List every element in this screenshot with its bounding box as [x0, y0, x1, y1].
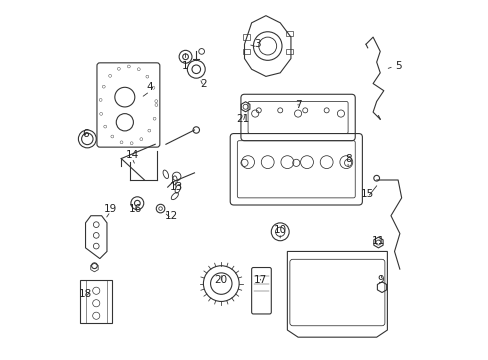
- Text: 11: 11: [371, 236, 384, 246]
- Circle shape: [137, 68, 140, 71]
- Circle shape: [152, 86, 155, 89]
- Text: 17: 17: [253, 275, 266, 285]
- Text: 15: 15: [360, 189, 374, 199]
- Circle shape: [108, 75, 111, 77]
- Text: 18: 18: [79, 289, 92, 299]
- Circle shape: [100, 112, 102, 115]
- Circle shape: [153, 117, 156, 120]
- Polygon shape: [244, 16, 290, 76]
- Text: 20: 20: [214, 275, 227, 285]
- Text: 13: 13: [170, 182, 183, 192]
- Bar: [242, 49, 249, 54]
- Bar: [242, 34, 249, 40]
- Circle shape: [120, 141, 122, 144]
- Text: 8: 8: [344, 154, 351, 163]
- Text: 1: 1: [182, 61, 188, 71]
- Text: 3: 3: [253, 39, 260, 49]
- Bar: [285, 49, 292, 54]
- Text: 12: 12: [164, 211, 178, 221]
- Text: 9: 9: [376, 275, 383, 285]
- Circle shape: [130, 142, 133, 145]
- Circle shape: [155, 100, 157, 103]
- Text: 7: 7: [294, 100, 301, 110]
- Text: 4: 4: [146, 82, 153, 92]
- Text: 21: 21: [236, 114, 249, 124]
- Text: 2: 2: [200, 78, 206, 89]
- Text: 5: 5: [394, 61, 401, 71]
- Text: 19: 19: [104, 203, 117, 213]
- Bar: [285, 31, 292, 36]
- Circle shape: [145, 75, 148, 78]
- Circle shape: [99, 99, 102, 102]
- Text: 10: 10: [273, 225, 286, 235]
- Circle shape: [102, 85, 105, 88]
- Circle shape: [117, 67, 120, 70]
- Circle shape: [103, 125, 106, 128]
- Text: 16: 16: [129, 203, 142, 213]
- Circle shape: [155, 104, 158, 107]
- Text: 6: 6: [82, 129, 89, 139]
- Text: 14: 14: [125, 150, 138, 160]
- Circle shape: [140, 138, 142, 140]
- Circle shape: [111, 135, 114, 138]
- Circle shape: [147, 129, 150, 132]
- Circle shape: [127, 65, 130, 68]
